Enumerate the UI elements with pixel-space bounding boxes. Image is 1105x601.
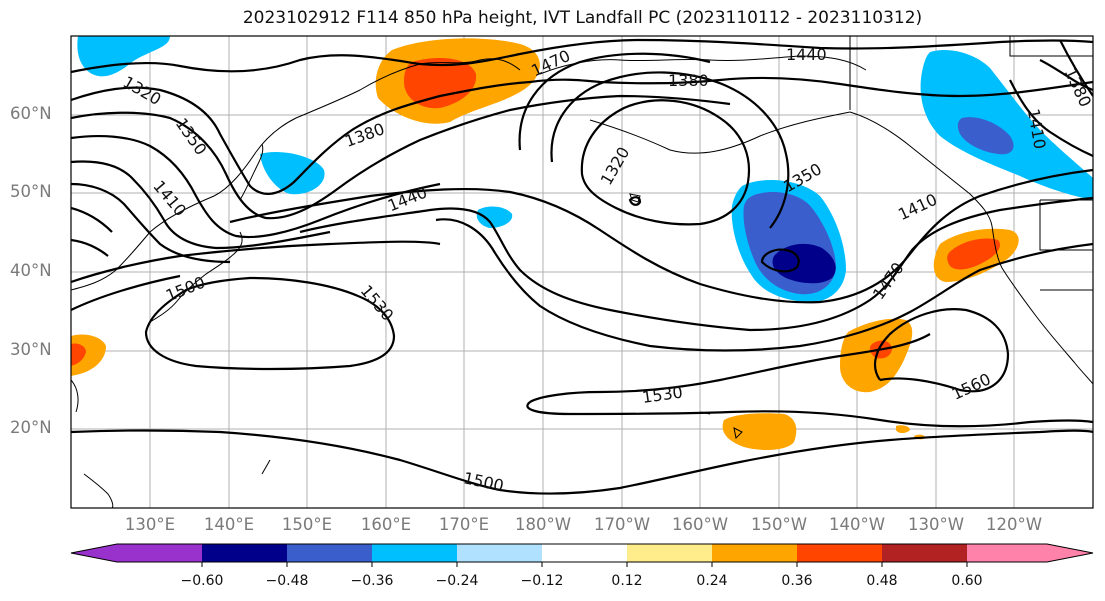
colorbar-tick-label: −0.48 <box>265 573 309 589</box>
contour-label: 1410 <box>895 190 940 224</box>
colorbar-box <box>712 544 797 562</box>
colorbar-tick-label: 0.60 <box>951 573 983 589</box>
height-contours <box>71 38 1093 495</box>
colorbar-tick-label: −0.60 <box>180 573 224 589</box>
lon-label: 180°W <box>514 515 572 534</box>
lat-label: 20°N <box>10 418 52 437</box>
colorbar <box>70 543 1094 567</box>
lon-label: 140°W <box>828 515 886 534</box>
map-frame <box>70 35 1094 509</box>
lon-label: 160°W <box>671 515 729 534</box>
colorbar-box <box>797 544 882 562</box>
contour-label: 1440 <box>786 45 827 64</box>
contour-label: 1500 <box>462 468 506 495</box>
lon-label: 140°E <box>203 515 255 534</box>
lon-label: 120°W <box>985 515 1043 534</box>
lat-label: 40°N <box>10 261 52 280</box>
lon-label: 170°E <box>438 515 490 534</box>
coastlines <box>71 36 1093 508</box>
colorbar-outline <box>70 543 1094 563</box>
contour-label: 1530 <box>357 281 398 324</box>
lon-label: 130°W <box>907 515 965 534</box>
lon-label: 150°W <box>750 515 808 534</box>
colorbar-box <box>202 544 287 562</box>
colorbar-box <box>372 544 457 562</box>
contour-label: 1320 <box>120 72 165 109</box>
colorbar-extend-high <box>1047 544 1093 562</box>
contour-label: 1380 <box>342 119 387 151</box>
lon-label: 170°W <box>593 515 651 534</box>
contour-label: 1350 <box>172 114 211 158</box>
colorbar-ticks <box>201 562 968 567</box>
colorbar-box <box>117 544 202 562</box>
colorbar-tick-label: 0.48 <box>866 573 898 589</box>
contour-label: 1380 <box>668 71 709 90</box>
lon-label: 160°E <box>360 515 412 534</box>
lat-label: 30°N <box>10 340 52 359</box>
lon-label: 130°E <box>124 515 176 534</box>
colorbar-extend-low <box>71 544 117 562</box>
lon-label: 150°E <box>281 515 333 534</box>
colorbar-box <box>967 544 1047 562</box>
colorbar-box <box>627 544 712 562</box>
contour-label: 1320 <box>597 144 634 189</box>
colorbar-tick-label: 0.36 <box>781 573 813 589</box>
colorbar-tick-label: 0.12 <box>611 573 643 589</box>
colorbar-tick-label: −0.24 <box>435 573 479 589</box>
lat-label: 50°N <box>10 182 52 201</box>
colorbar-box <box>542 544 627 562</box>
contour-label: 1530 <box>641 382 684 406</box>
colorbar-box <box>287 544 372 562</box>
contour-label: 1380 <box>1061 65 1095 110</box>
contour-label: 1560 <box>949 369 994 403</box>
lat-label: 60°N <box>10 104 52 123</box>
colorbar-box <box>882 544 967 562</box>
map-title: 2023102912 F114 850 hPa height, IVT Land… <box>242 8 923 28</box>
colorbar-tick-label: −0.12 <box>520 573 564 589</box>
colorbar-tick-label: −0.36 <box>350 573 394 589</box>
contour-label: 1410 <box>149 177 190 220</box>
colorbar-box <box>457 544 542 562</box>
colorbar-tick-label: 0.24 <box>696 573 728 589</box>
